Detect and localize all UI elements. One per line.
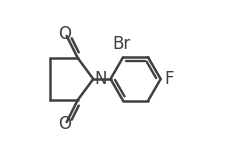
Text: O: O <box>58 25 71 43</box>
Text: N: N <box>94 70 106 88</box>
Text: O: O <box>58 115 71 133</box>
Text: Br: Br <box>112 35 130 53</box>
Text: F: F <box>164 70 173 88</box>
